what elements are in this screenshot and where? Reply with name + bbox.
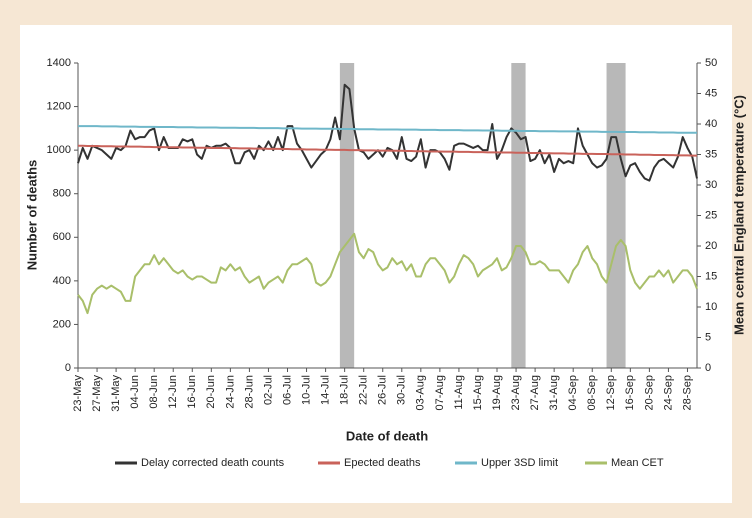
x-tick-label: 27-May	[91, 375, 103, 412]
shaded-period	[606, 63, 626, 368]
x-tick-label: 23-Aug	[510, 375, 522, 410]
legend-label: Mean CET	[611, 457, 664, 469]
shaded-period	[511, 63, 526, 368]
y2-tick-label: 25	[705, 209, 717, 221]
y-tick-label: 1000	[47, 144, 71, 156]
x-tick-label: 07-Aug	[434, 375, 446, 410]
x-axis-label: Date of death	[346, 428, 428, 443]
y-tick-label: 200	[53, 318, 71, 330]
y2-tick-label: 50	[705, 57, 717, 69]
y2-tick-label: 10	[705, 301, 717, 313]
x-tick-label: 15-Aug	[472, 375, 484, 410]
y2-tick-label: 15	[705, 270, 717, 282]
x-tick-label: 31-May	[110, 375, 122, 412]
y2-tick-label: 0	[705, 362, 711, 374]
x-tick-label: 11-Aug	[453, 375, 465, 410]
y2-tick-label: 30	[705, 179, 717, 191]
x-tick-label: 02-Jul	[262, 375, 274, 405]
series-line	[77, 83, 698, 182]
series-line	[78, 144, 697, 157]
x-tick-label: 30-Jul	[396, 375, 408, 405]
x-tick-label: 27-Aug	[529, 375, 541, 410]
y-axis-label: Number of deaths	[24, 160, 39, 271]
x-tick-label: 06-Jul	[281, 375, 293, 405]
legend-label: Epected deaths	[344, 457, 421, 469]
x-tick-label: 24-Sep	[662, 375, 674, 410]
y2-tick-label: 35	[705, 148, 717, 160]
y2-tick-label: 45	[705, 87, 717, 99]
x-tick-label: 12-Sep	[605, 375, 617, 410]
y-tick-label: 1400	[47, 57, 71, 69]
x-tick-label: 12-Jun	[167, 375, 179, 409]
y2-tick-label: 20	[705, 240, 717, 252]
y-tick-label: 800	[53, 188, 71, 200]
x-tick-label: 08-Sep	[586, 375, 598, 410]
x-tick-label: 14-Jul	[320, 375, 332, 405]
y-tick-label: 1200	[47, 100, 71, 112]
x-tick-label: 19-Aug	[491, 375, 503, 410]
x-tick-label: 16-Sep	[624, 375, 636, 410]
x-tick-label: 28-Sep	[681, 375, 693, 410]
y-tick-label: 0	[65, 362, 71, 374]
x-tick-label: 10-Jul	[300, 375, 312, 405]
y2-tick-label: 5	[705, 331, 711, 343]
x-tick-label: 03-Aug	[415, 375, 427, 410]
y2-axis-label: Mean central England temperature (°C)	[731, 95, 746, 335]
y-tick-label: 600	[53, 231, 71, 243]
x-tick-label: 22-Jul	[358, 375, 370, 405]
x-tick-label: 20-Jun	[205, 375, 217, 409]
x-tick-label: 20-Sep	[643, 375, 655, 410]
x-tick-label: 28-Jun	[243, 375, 255, 409]
x-tick-label: 16-Jun	[186, 375, 198, 409]
x-tick-label: 18-Jul	[339, 375, 351, 405]
shaded-period	[339, 63, 355, 368]
x-tick-label: 04-Sep	[567, 375, 579, 410]
x-tick-label: 24-Jun	[224, 375, 236, 409]
y2-tick-label: 40	[705, 118, 717, 130]
legend-label: Delay corrected death counts	[141, 457, 285, 469]
series-line	[78, 125, 697, 134]
legend-label: Upper 3SD limit	[481, 457, 558, 469]
x-tick-label: 31-Aug	[548, 375, 560, 410]
x-tick-label: 26-Jul	[377, 375, 389, 405]
x-tick-label: 08-Jun	[148, 375, 160, 409]
y-tick-label: 400	[53, 275, 71, 287]
x-tick-label: 04-Jun	[129, 375, 141, 409]
x-tick-label: 23-May	[72, 375, 84, 412]
series-line	[77, 232, 698, 315]
